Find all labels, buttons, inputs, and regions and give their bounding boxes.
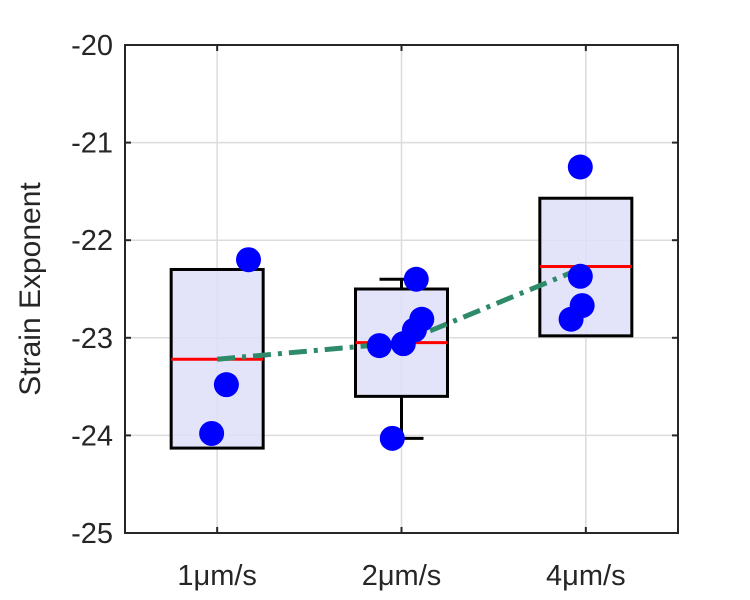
- y-tick-label: -20: [71, 30, 113, 62]
- data-point: [558, 306, 584, 332]
- y-tick-label: -21: [71, 128, 113, 160]
- data-point: [213, 372, 239, 398]
- data-point: [366, 333, 392, 359]
- data-point: [567, 263, 593, 289]
- x-tick-label: 2μm/s: [362, 560, 442, 592]
- data-point: [567, 154, 593, 180]
- data-point: [390, 331, 416, 357]
- data-point: [199, 420, 225, 446]
- data-point: [236, 247, 262, 273]
- x-tick-label: 1μm/s: [177, 560, 257, 592]
- data-point: [403, 266, 429, 292]
- y-tick-label: -24: [71, 420, 113, 452]
- data-points: [199, 154, 595, 451]
- y-tick-label: -22: [71, 225, 113, 257]
- y-axis-label: Strain Exponent: [14, 182, 47, 396]
- data-point: [379, 425, 405, 451]
- y-tick-label: -25: [71, 518, 113, 550]
- x-tick-label: 4μm/s: [546, 560, 626, 592]
- y-tick-label: -23: [71, 323, 113, 355]
- axis-ticks: -25 -24 -23 -22 -21 -20 1μm/s 2μm/s 4μm/s: [71, 30, 678, 592]
